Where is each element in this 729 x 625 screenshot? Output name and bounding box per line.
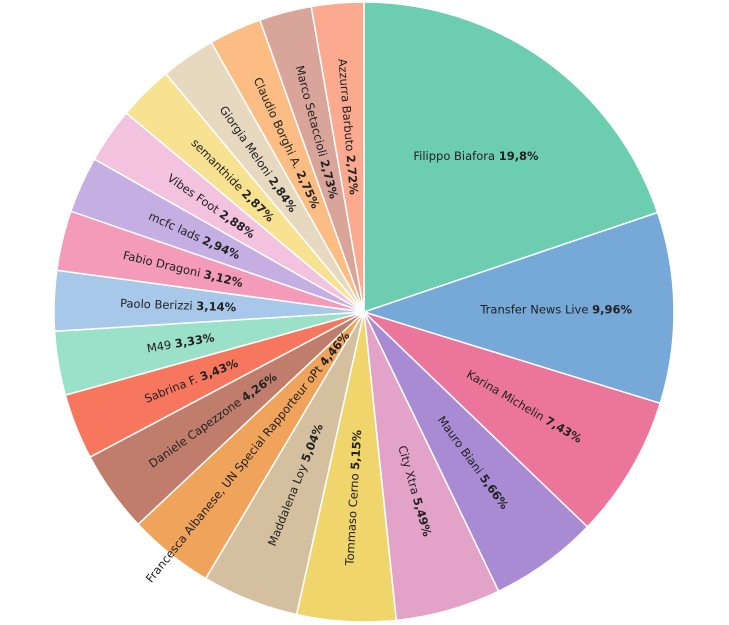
pie-slice bbox=[363, 311, 662, 528]
pie-slice bbox=[363, 1, 659, 314]
slice-value: 3,33% bbox=[174, 330, 216, 351]
slice-name: Filippo Biafora bbox=[413, 148, 495, 162]
slice-label: Paolo Berizzi 3,14% bbox=[120, 296, 237, 314]
slice-value: 3,14% bbox=[196, 298, 237, 313]
slice-label: Tommaso Cerno 5,15% bbox=[342, 429, 364, 567]
slice-value: 5,15% bbox=[347, 429, 363, 470]
pie-slice bbox=[361, 211, 675, 405]
pie-slice bbox=[310, 1, 365, 313]
slice-name: Paolo Berizzi bbox=[120, 296, 193, 313]
slice-label: M49 3,33% bbox=[146, 330, 216, 355]
slice-value: 19,8% bbox=[499, 148, 539, 162]
slice-name: Tommaso Cerno bbox=[342, 473, 361, 567]
slice-value: 9,96% bbox=[592, 302, 632, 316]
slice-value: 2,72% bbox=[344, 154, 361, 195]
slice-name: M49 bbox=[146, 337, 173, 355]
slice-label: Transfer News Live 9,96% bbox=[479, 302, 632, 316]
slice-name: Transfer News Live bbox=[479, 302, 588, 316]
slice-label: Filippo Biafora 19,8% bbox=[413, 148, 539, 162]
